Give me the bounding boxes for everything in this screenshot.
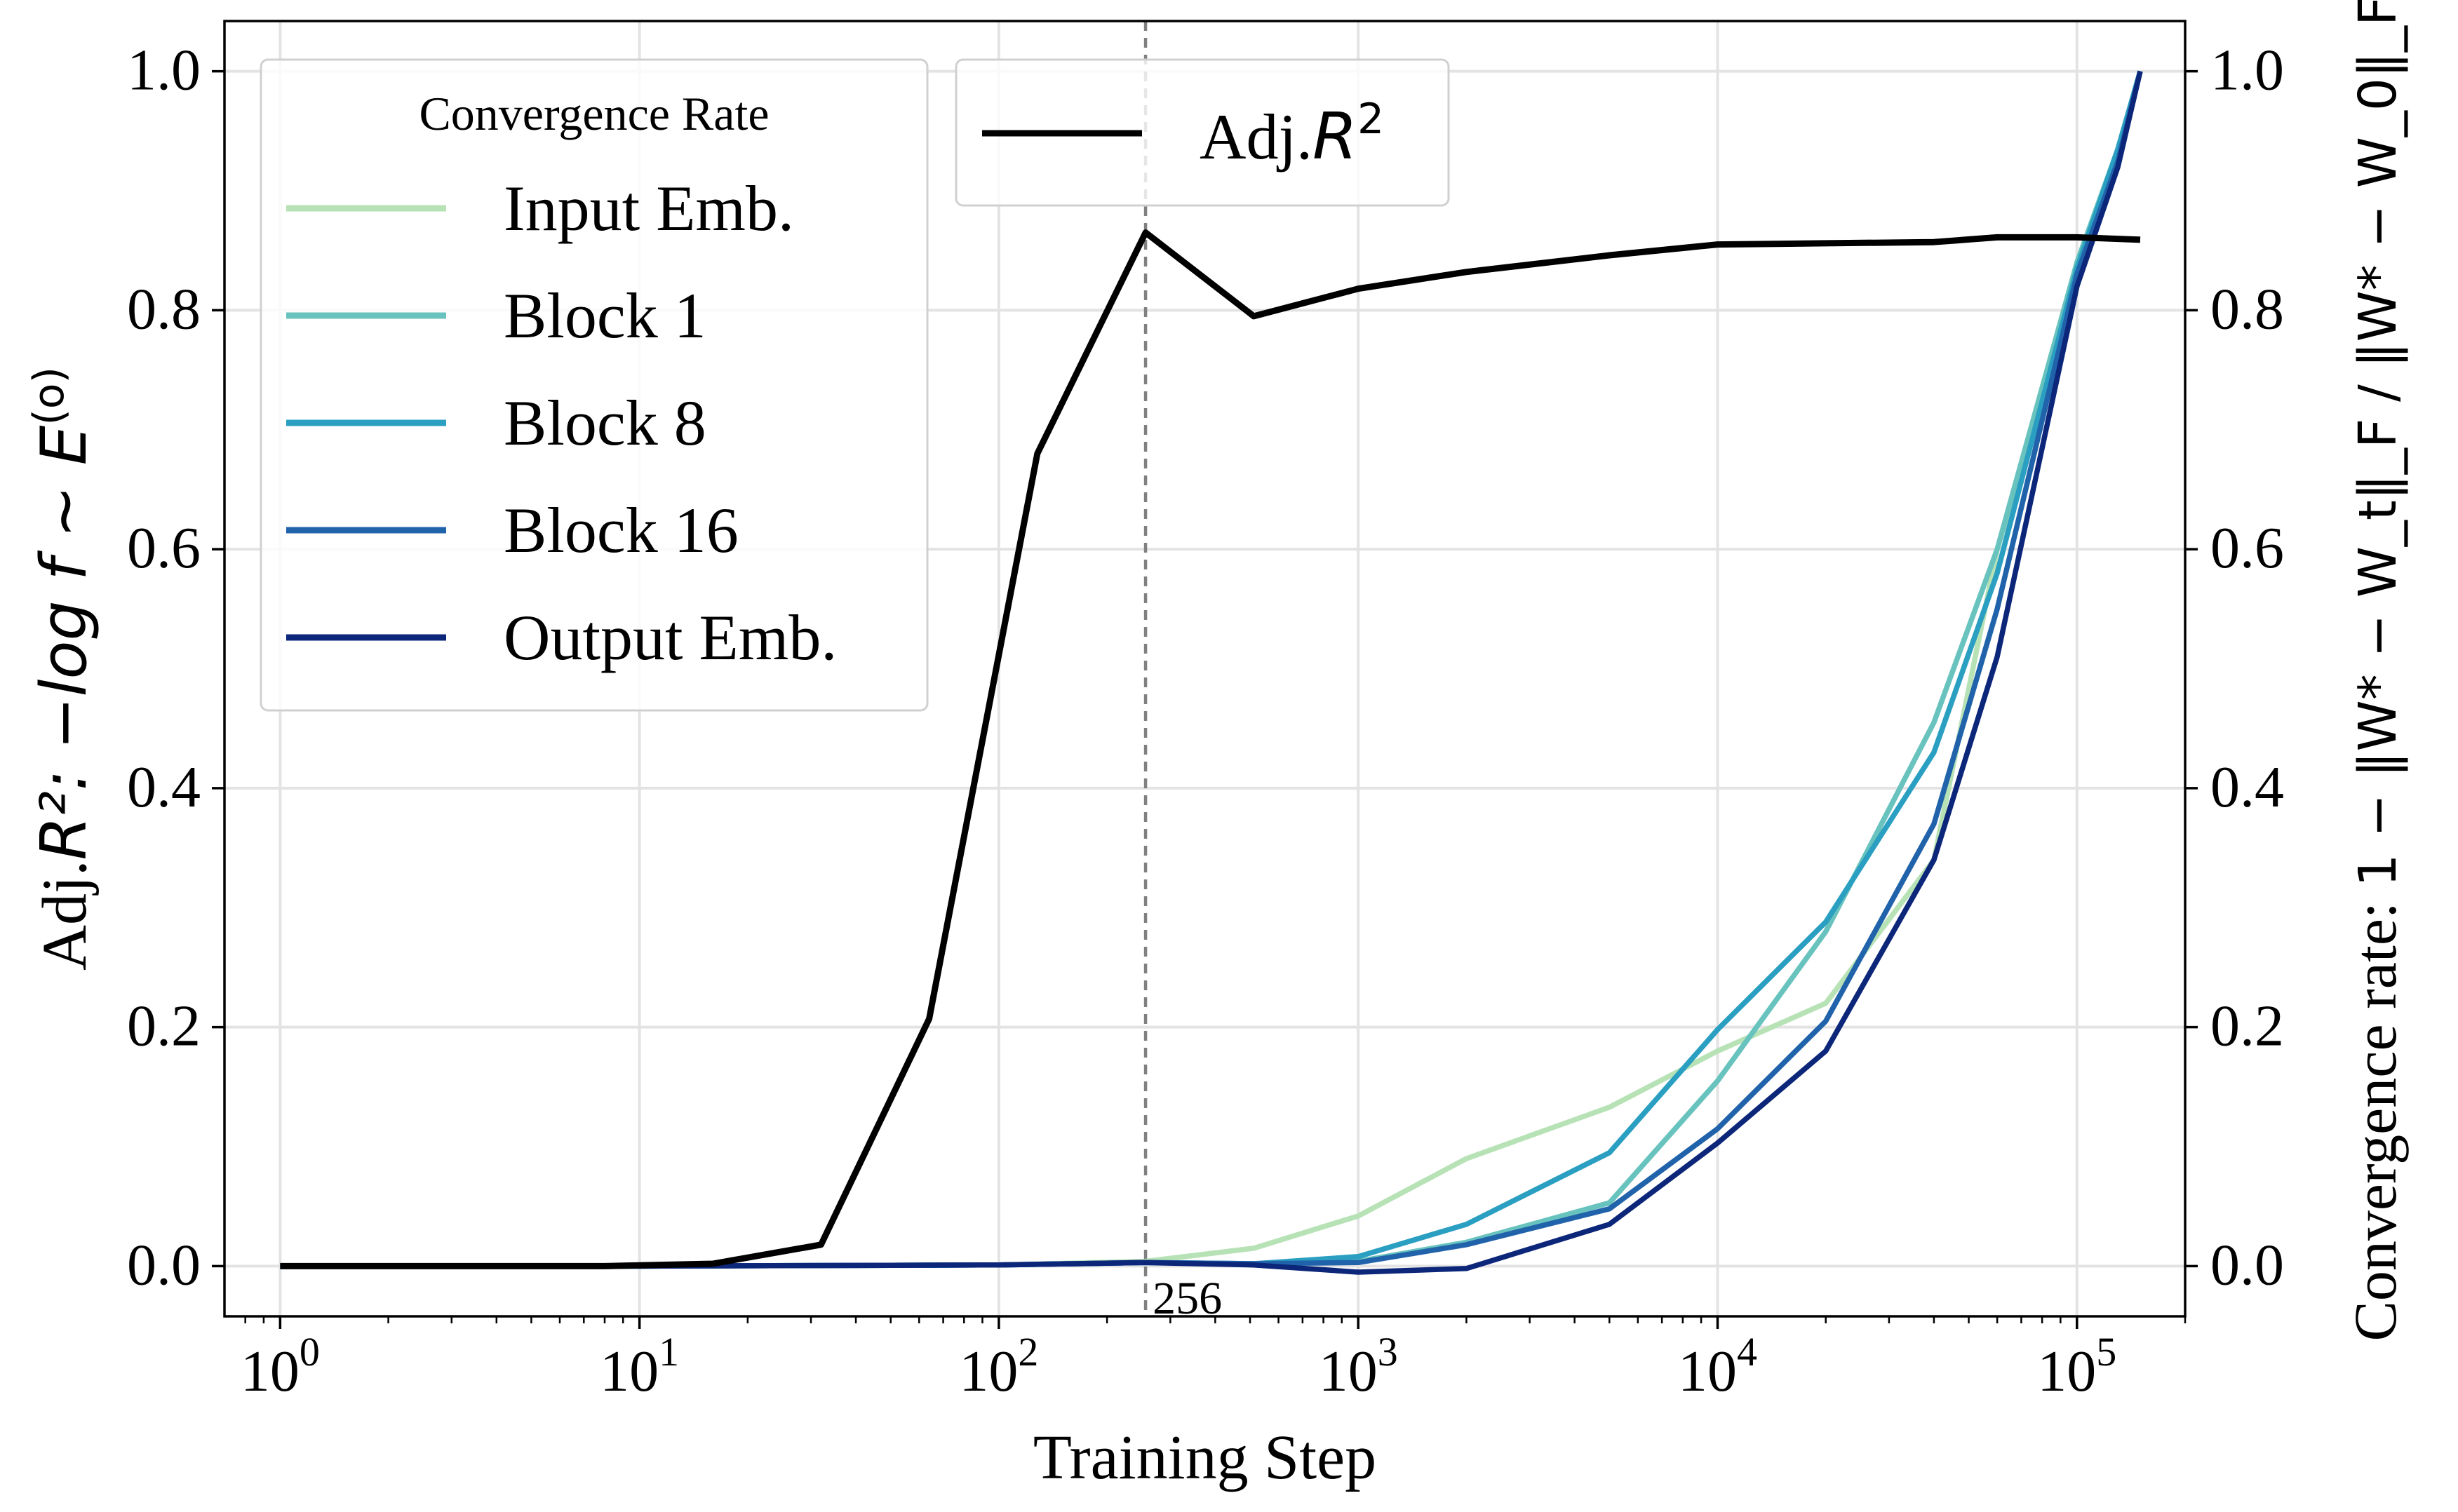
y-tick-label-left: 0.2 xyxy=(127,994,201,1059)
y-tick-label-left: 0.6 xyxy=(127,515,201,581)
y-tick-label-right: 1.0 xyxy=(2210,38,2284,103)
legend-label-adj-r2: Adj.R2 xyxy=(1200,95,1384,174)
y-axis-label-left: Adj.R²: −log f ∼ E(o) xyxy=(25,367,101,971)
x-tick-label: 105 xyxy=(2037,1329,2116,1404)
y-tick-label-left: 0.8 xyxy=(127,276,201,342)
x-tick-label: 102 xyxy=(959,1329,1038,1404)
y-tick-label-right: 0.0 xyxy=(2210,1232,2284,1297)
legend-label-block-8: Block 8 xyxy=(504,387,706,459)
y-tick-label-right: 0.4 xyxy=(2210,755,2284,820)
series-layer xyxy=(280,70,2143,1275)
y-tick-label-left: 0.4 xyxy=(127,755,201,820)
series-line-adj-r2 xyxy=(280,229,2141,1269)
y-tick-label-right: 0.6 xyxy=(2210,515,2284,581)
legend-convergence-rate: Convergence Rate Input Emb. Block 1 Block … xyxy=(260,58,929,712)
legend-box xyxy=(955,58,1450,207)
x-tick-label: 100 xyxy=(241,1329,320,1404)
y-axis-label-right: Convergence rate: 1 − ‖W* − W_t‖_F / ‖W*… xyxy=(2342,0,2409,1342)
ticks: 0.0 0.0 0.2 0.2 0.4 0.4 0.6 0.6 0.8 0.8 1.0 1.0 100 1… xyxy=(127,38,2284,1404)
plot-frame xyxy=(223,20,2187,1318)
legend-label-input-emb: Input Emb. xyxy=(504,173,794,244)
legend-title: Convergence Rate xyxy=(419,87,769,140)
legend-label-output-emb: Output Emb. xyxy=(504,602,837,673)
x-tick-label: 104 xyxy=(1678,1329,1757,1404)
legend-adj-r2: Adj.R2 xyxy=(955,58,1450,207)
series-line-output-emb xyxy=(280,70,2143,1275)
legend-box xyxy=(260,58,929,712)
y-tick-label-left: 1.0 xyxy=(127,38,201,103)
legend-label-block-1: Block 1 xyxy=(504,280,706,351)
y-tick-label-right: 0.2 xyxy=(2210,994,2284,1059)
y-tick-label-right: 0.8 xyxy=(2210,276,2284,342)
x-axis-label: Training Step xyxy=(1033,1423,1376,1492)
svg-text:Convergence rate: 1 − ‖W* − W_: Convergence rate: 1 − ‖W* − W_t‖_F / ‖W*… xyxy=(2342,0,2409,1342)
svg-text:Adj.R²: −log f ∼ E(o): Adj.R²: −log f ∼ E(o) xyxy=(25,367,101,971)
x-tick-label: 101 xyxy=(600,1329,679,1404)
legend-label-block-16: Block 16 xyxy=(504,494,739,566)
y-tick-label-left: 0.0 xyxy=(127,1232,201,1297)
x-tick-label: 103 xyxy=(1319,1329,1398,1404)
